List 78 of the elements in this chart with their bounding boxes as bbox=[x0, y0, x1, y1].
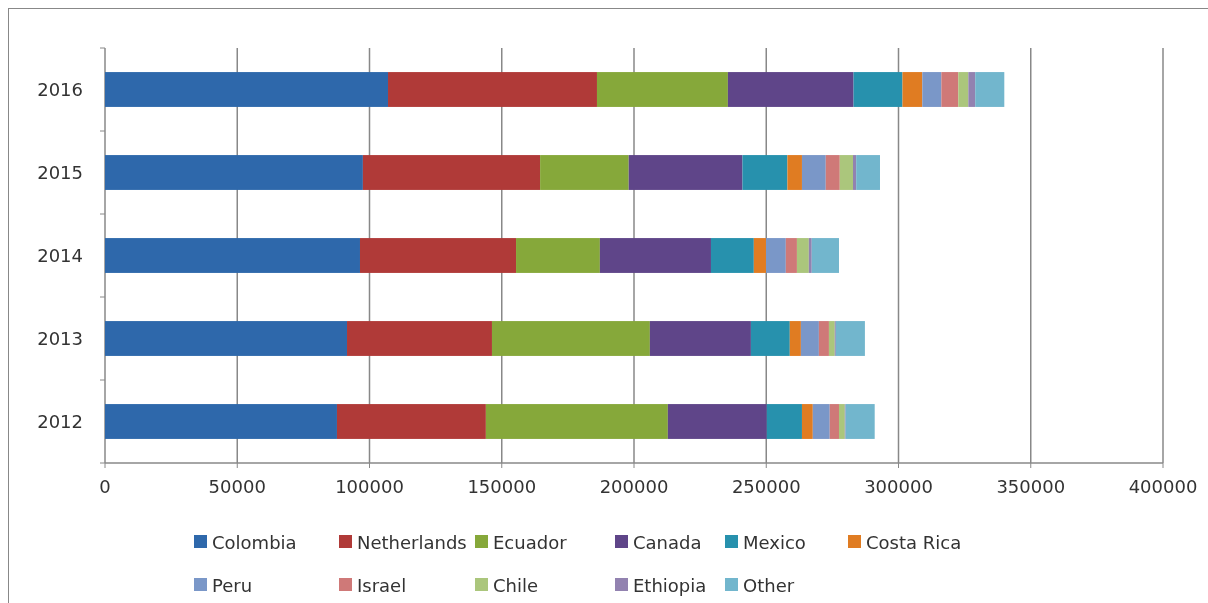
bar bbox=[829, 404, 839, 439]
x-tick-label: 350000 bbox=[996, 476, 1066, 497]
x-tick-label: 50000 bbox=[208, 476, 266, 497]
bar bbox=[801, 404, 813, 439]
y-tick-label: 2014 bbox=[37, 244, 83, 266]
bar bbox=[968, 72, 976, 107]
bar bbox=[750, 321, 790, 356]
bar bbox=[362, 155, 541, 190]
x-tick-label: 200000 bbox=[599, 476, 669, 497]
bar bbox=[347, 321, 492, 356]
bar bbox=[596, 72, 728, 107]
bar bbox=[766, 404, 802, 439]
legend-label: Other bbox=[743, 575, 795, 596]
bar bbox=[818, 321, 829, 356]
bar bbox=[828, 321, 835, 356]
legend-label: Peru bbox=[212, 575, 253, 596]
bar bbox=[649, 321, 751, 356]
x-tick-label: 400000 bbox=[1128, 476, 1198, 497]
bar bbox=[853, 72, 903, 107]
bar bbox=[958, 72, 969, 107]
bar bbox=[516, 238, 600, 273]
bar bbox=[765, 238, 786, 273]
bar bbox=[800, 321, 819, 356]
x-tick-label: 150000 bbox=[467, 476, 537, 497]
bar bbox=[838, 404, 845, 439]
bar bbox=[336, 404, 486, 439]
bar bbox=[825, 155, 840, 190]
bar bbox=[856, 155, 880, 190]
bar bbox=[902, 72, 923, 107]
bar bbox=[801, 155, 826, 190]
bar bbox=[710, 238, 754, 273]
bar bbox=[105, 404, 337, 439]
y-tick-label: 2015 bbox=[37, 161, 83, 183]
bar bbox=[359, 238, 517, 273]
bar bbox=[845, 404, 875, 439]
legend-label: Ethiopia bbox=[633, 575, 707, 596]
bar bbox=[975, 72, 1005, 107]
bar bbox=[628, 155, 743, 190]
legend-label: Colombia bbox=[212, 532, 297, 553]
x-tick-label: 0 bbox=[99, 476, 111, 497]
legend-label: Costa Rica bbox=[866, 532, 962, 553]
bar bbox=[491, 321, 650, 356]
legend-label: Ecuador bbox=[493, 532, 568, 553]
bar bbox=[742, 155, 788, 190]
bar bbox=[105, 321, 348, 356]
x-tick-label: 100000 bbox=[335, 476, 404, 497]
bar bbox=[787, 155, 802, 190]
bar bbox=[388, 72, 597, 107]
bar bbox=[727, 72, 854, 107]
y-tick-label: 2012 bbox=[37, 410, 83, 432]
bar bbox=[753, 238, 766, 273]
x-tick-label: 300000 bbox=[864, 476, 933, 497]
bar bbox=[540, 155, 629, 190]
bar bbox=[853, 155, 857, 190]
x-tick-label: 250000 bbox=[731, 476, 801, 497]
legend-label: Mexico bbox=[743, 532, 806, 553]
bar bbox=[812, 404, 830, 439]
bar bbox=[599, 238, 711, 273]
legend-label: Canada bbox=[633, 532, 702, 553]
bar bbox=[839, 155, 854, 190]
y-tick-label: 2016 bbox=[37, 78, 83, 100]
bar bbox=[941, 72, 959, 107]
bar bbox=[796, 238, 809, 273]
legend-label: Israel bbox=[357, 575, 407, 596]
bar bbox=[922, 72, 942, 107]
bar bbox=[789, 321, 801, 356]
bar bbox=[785, 238, 797, 273]
bar bbox=[808, 238, 812, 273]
bar bbox=[667, 404, 767, 439]
bar bbox=[105, 72, 389, 107]
legend-label: Netherlands bbox=[357, 532, 467, 553]
bar bbox=[835, 321, 865, 356]
bar bbox=[105, 238, 360, 273]
y-tick-label: 2013 bbox=[37, 327, 83, 349]
bar bbox=[485, 404, 668, 439]
bar bbox=[105, 155, 363, 190]
bar bbox=[811, 238, 839, 273]
legend-label: Chile bbox=[493, 575, 539, 596]
